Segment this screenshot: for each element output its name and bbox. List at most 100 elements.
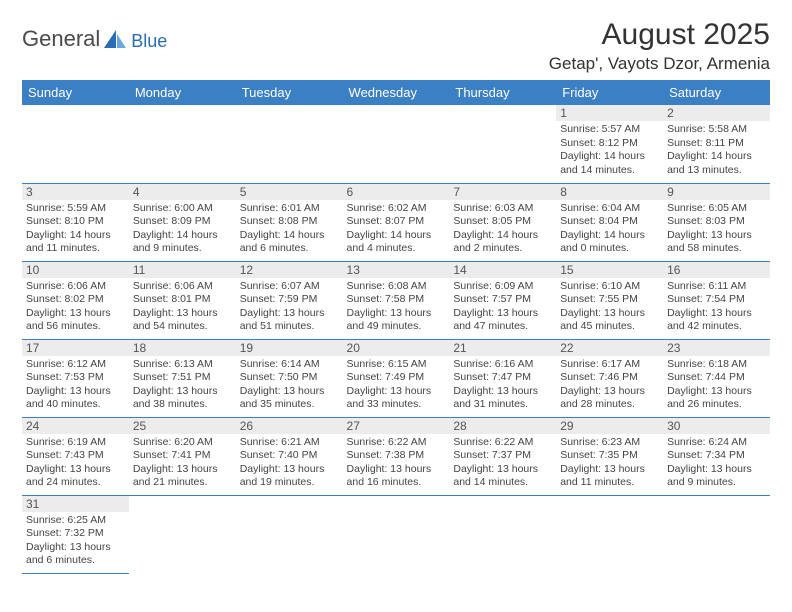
sunrise-text: Sunrise: 6:24 AM — [667, 436, 766, 450]
calendar-day-cell: 12Sunrise: 6:07 AMSunset: 7:59 PMDayligh… — [236, 261, 343, 339]
calendar-day-cell: 1Sunrise: 5:57 AMSunset: 8:12 PMDaylight… — [556, 105, 663, 183]
daylight-text: Daylight: 13 hours and 56 minutes. — [26, 307, 125, 334]
daylight-text: Daylight: 14 hours and 2 minutes. — [453, 229, 552, 256]
sunrise-text: Sunrise: 6:22 AM — [347, 436, 446, 450]
day-content — [449, 512, 556, 516]
day-content: Sunrise: 6:20 AMSunset: 7:41 PMDaylight:… — [129, 434, 236, 493]
daylight-text: Daylight: 13 hours and 35 minutes. — [240, 385, 339, 412]
daylight-text: Daylight: 13 hours and 28 minutes. — [560, 385, 659, 412]
day-number — [449, 496, 556, 512]
calendar-day-cell: 10Sunrise: 6:06 AMSunset: 8:02 PMDayligh… — [22, 261, 129, 339]
day-number: 14 — [449, 262, 556, 278]
sunrise-text: Sunrise: 6:22 AM — [453, 436, 552, 450]
calendar-day-cell: 4Sunrise: 6:00 AMSunset: 8:09 PMDaylight… — [129, 183, 236, 261]
calendar-day-cell: 23Sunrise: 6:18 AMSunset: 7:44 PMDayligh… — [663, 339, 770, 417]
day-content — [343, 121, 450, 125]
day-number: 24 — [22, 418, 129, 434]
calendar-day-cell: 8 Sunrise: 6:04 AMSunset: 8:04 PMDaylight… — [556, 183, 663, 261]
calendar-day-cell: 11Sunrise: 6:06 AMSunset: 8:01 PMDayligh… — [129, 261, 236, 339]
daylight-text: Daylight: 14 hours and 11 minutes. — [26, 229, 125, 256]
sunrise-text: Sunrise: 6:04 AM — [560, 202, 659, 216]
calendar-day-cell: 9Sunrise: 6:05 AMSunset: 8:03 PMDaylight… — [663, 183, 770, 261]
calendar-day-cell — [22, 105, 129, 183]
sunrise-text: Sunrise: 6:15 AM — [347, 358, 446, 372]
day-number: 4 — [129, 184, 236, 200]
sunrise-text: Sunrise: 6:02 AM — [347, 202, 446, 216]
sunrise-text: Sunrise: 6:11 AM — [667, 280, 766, 294]
day-content: Sunrise: 6:06 AMSunset: 8:02 PMDaylight:… — [22, 278, 129, 337]
title-block: August 2025 Getap', Vayots Dzor, Armenia — [549, 18, 770, 74]
daylight-text: Daylight: 13 hours and 51 minutes. — [240, 307, 339, 334]
sunset-text: Sunset: 7:58 PM — [347, 293, 446, 307]
weekday-header: Wednesday — [343, 80, 450, 105]
sunrise-text: Sunrise: 6:00 AM — [133, 202, 232, 216]
day-number: 29 — [556, 418, 663, 434]
calendar-day-cell: 28Sunrise: 6:22 AMSunset: 7:37 PMDayligh… — [449, 417, 556, 495]
calendar-day-cell: 15Sunrise: 6:10 AMSunset: 7:55 PMDayligh… — [556, 261, 663, 339]
sunrise-text: Sunrise: 6:08 AM — [347, 280, 446, 294]
daylight-text: Daylight: 14 hours and 4 minutes. — [347, 229, 446, 256]
day-number: 30 — [663, 418, 770, 434]
day-content: Sunrise: 6:07 AMSunset: 7:59 PMDaylight:… — [236, 278, 343, 337]
sunrise-text: Sunrise: 6:06 AM — [133, 280, 232, 294]
sunset-text: Sunset: 7:44 PM — [667, 371, 766, 385]
day-content: Sunrise: 6:08 AMSunset: 7:58 PMDaylight:… — [343, 278, 450, 337]
sunset-text: Sunset: 8:04 PM — [560, 215, 659, 229]
day-content: Sunrise: 5:58 AMSunset: 8:11 PMDaylight:… — [663, 121, 770, 180]
day-content: Sunrise: 6:15 AMSunset: 7:49 PMDaylight:… — [343, 356, 450, 415]
sunset-text: Sunset: 7:59 PM — [240, 293, 339, 307]
daylight-text: Daylight: 13 hours and 6 minutes. — [26, 541, 125, 568]
daylight-text: Daylight: 14 hours and 0 minutes. — [560, 229, 659, 256]
daylight-text: Daylight: 14 hours and 9 minutes. — [133, 229, 232, 256]
calendar-day-cell: 6Sunrise: 6:02 AMSunset: 8:07 PMDaylight… — [343, 183, 450, 261]
sunrise-text: Sunrise: 6:17 AM — [560, 358, 659, 372]
day-number: 8 — [556, 184, 663, 200]
sunset-text: Sunset: 7:54 PM — [667, 293, 766, 307]
sunset-text: Sunset: 8:01 PM — [133, 293, 232, 307]
day-number — [22, 105, 129, 121]
day-number: 11 — [129, 262, 236, 278]
day-content — [129, 512, 236, 516]
sunrise-text: Sunrise: 5:59 AM — [26, 202, 125, 216]
daylight-text: Daylight: 13 hours and 19 minutes. — [240, 463, 339, 490]
weekday-header: Tuesday — [236, 80, 343, 105]
day-number — [343, 496, 450, 512]
calendar-day-cell — [556, 495, 663, 573]
calendar-week-row: 3Sunrise: 5:59 AMSunset: 8:10 PMDaylight… — [22, 183, 770, 261]
day-number: 3 — [22, 184, 129, 200]
brand-logo: General Blue — [22, 26, 167, 52]
day-content: Sunrise: 6:05 AMSunset: 8:03 PMDaylight:… — [663, 200, 770, 259]
day-number — [343, 105, 450, 121]
day-number: 26 — [236, 418, 343, 434]
daylight-text: Daylight: 13 hours and 58 minutes. — [667, 229, 766, 256]
brand-suffix: Blue — [131, 31, 167, 52]
sunset-text: Sunset: 7:40 PM — [240, 449, 339, 463]
sunset-text: Sunset: 8:07 PM — [347, 215, 446, 229]
calendar-day-cell: 5Sunrise: 6:01 AMSunset: 8:08 PMDaylight… — [236, 183, 343, 261]
location-text: Getap', Vayots Dzor, Armenia — [549, 54, 770, 74]
calendar-week-row: 10Sunrise: 6:06 AMSunset: 8:02 PMDayligh… — [22, 261, 770, 339]
sunrise-text: Sunrise: 5:58 AM — [667, 123, 766, 137]
day-content: Sunrise: 6:22 AMSunset: 7:38 PMDaylight:… — [343, 434, 450, 493]
day-number: 18 — [129, 340, 236, 356]
weekday-header: Sunday — [22, 80, 129, 105]
sunrise-text: Sunrise: 6:16 AM — [453, 358, 552, 372]
sunset-text: Sunset: 7:32 PM — [26, 527, 125, 541]
calendar-day-cell — [236, 105, 343, 183]
sunset-text: Sunset: 7:55 PM — [560, 293, 659, 307]
calendar-day-cell — [343, 105, 450, 183]
day-content: Sunrise: 6:16 AMSunset: 7:47 PMDaylight:… — [449, 356, 556, 415]
day-number: 19 — [236, 340, 343, 356]
sunrise-text: Sunrise: 6:13 AM — [133, 358, 232, 372]
day-content: Sunrise: 6:12 AMSunset: 7:53 PMDaylight:… — [22, 356, 129, 415]
sunset-text: Sunset: 8:05 PM — [453, 215, 552, 229]
sunrise-text: Sunrise: 6:23 AM — [560, 436, 659, 450]
day-content — [236, 121, 343, 125]
day-number: 1 — [556, 105, 663, 121]
day-number — [129, 496, 236, 512]
day-number: 15 — [556, 262, 663, 278]
day-content: Sunrise: 6:10 AMSunset: 7:55 PMDaylight:… — [556, 278, 663, 337]
day-content: Sunrise: 6:22 AMSunset: 7:37 PMDaylight:… — [449, 434, 556, 493]
day-content: Sunrise: 6:21 AMSunset: 7:40 PMDaylight:… — [236, 434, 343, 493]
sunset-text: Sunset: 8:10 PM — [26, 215, 125, 229]
